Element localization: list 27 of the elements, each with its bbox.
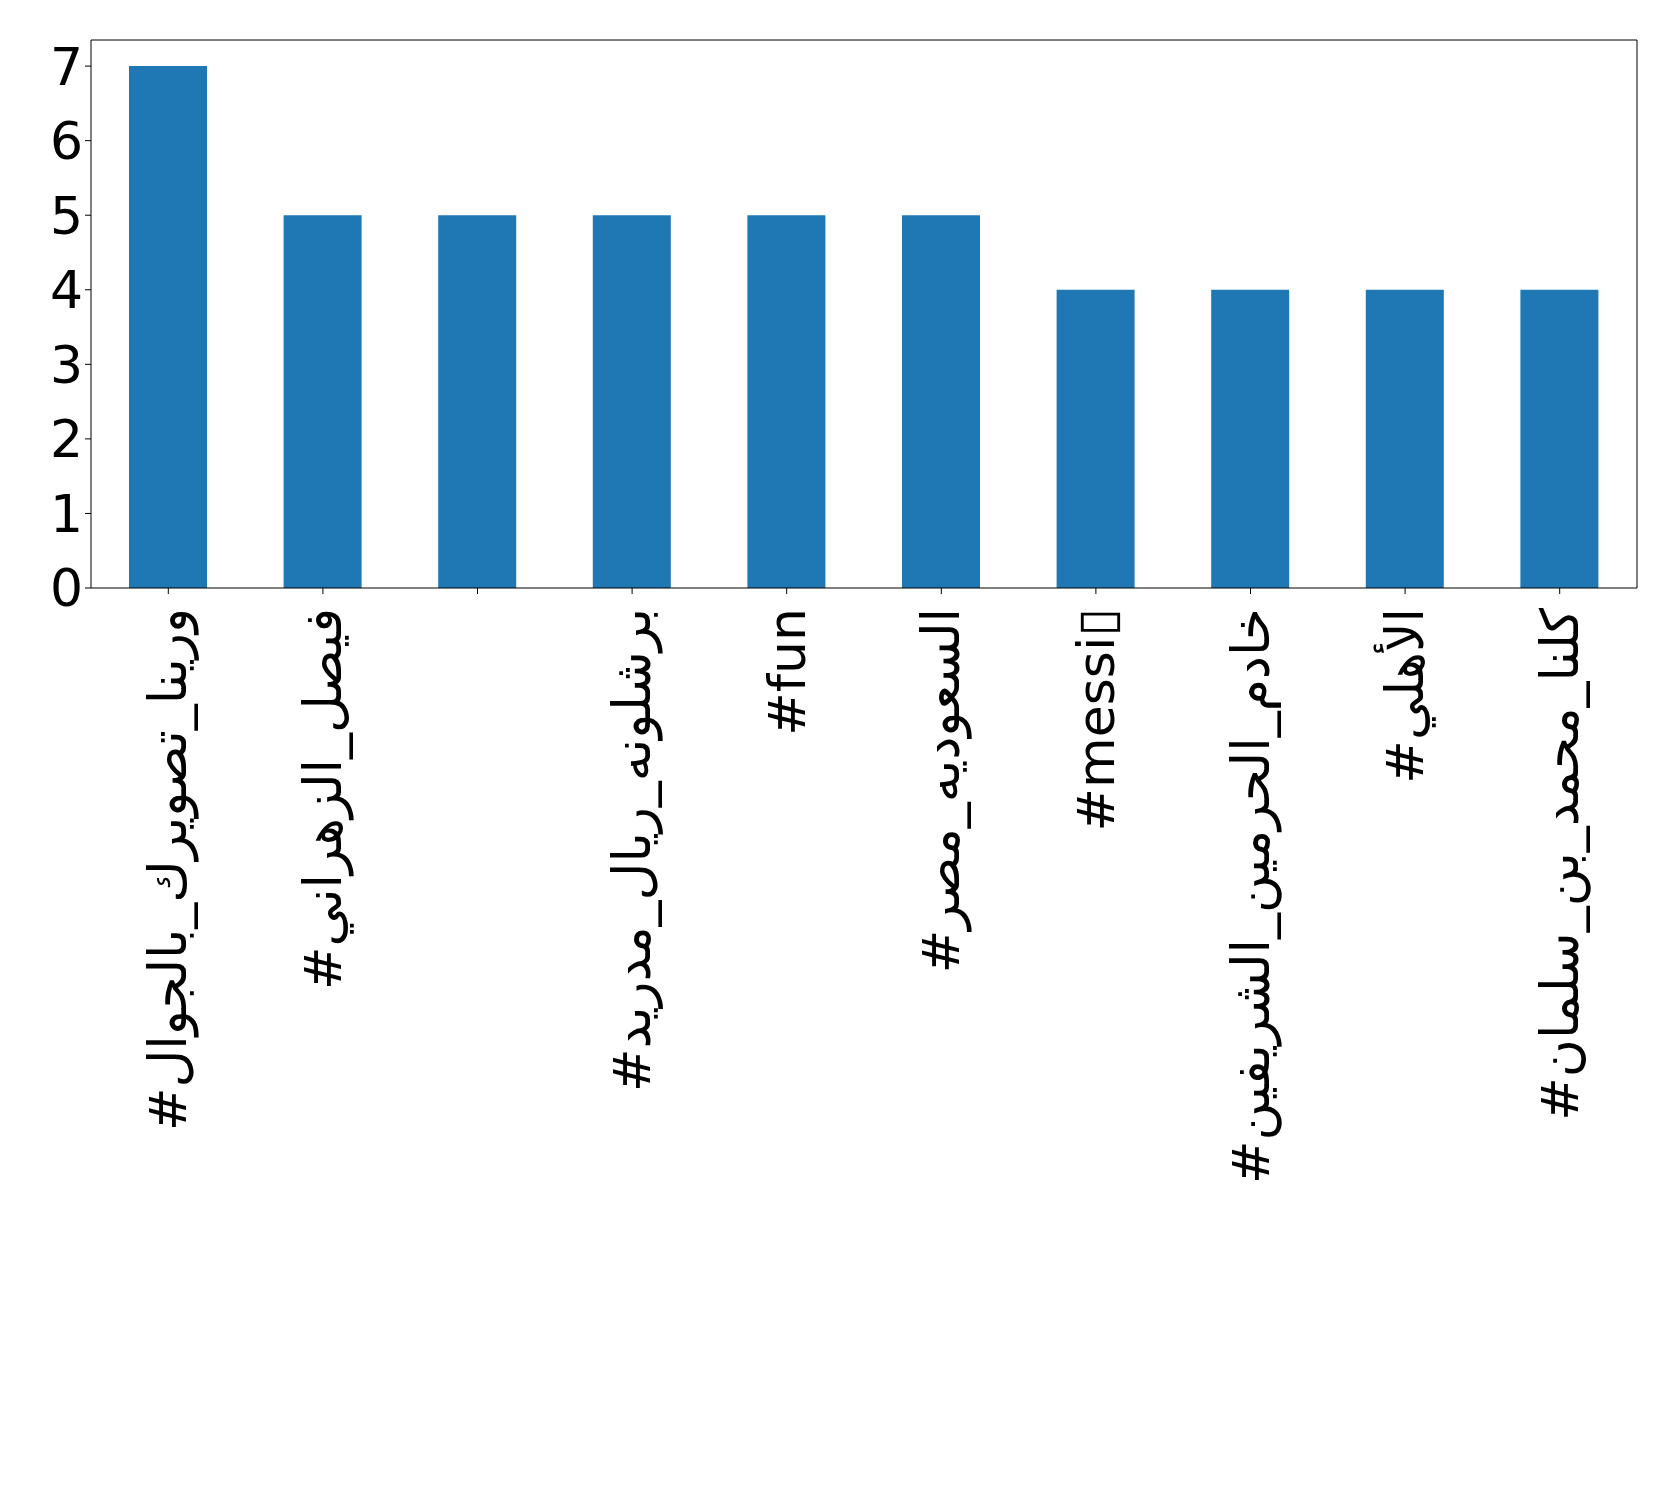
- y-tick-label: 1: [49, 483, 83, 544]
- bar: [1056, 289, 1135, 588]
- y-tick-label: 0: [49, 558, 83, 619]
- y-tick-label: 6: [49, 111, 83, 172]
- x-tick-label: #الأهلي: [1373, 608, 1437, 784]
- x-tick-label: #ورينا_تصويرك_بالجوال: [138, 608, 200, 1132]
- bar: [129, 66, 207, 588]
- bar: [747, 215, 826, 588]
- x-tick-label: #فيصل_الزهراني: [292, 608, 354, 990]
- bar: [438, 215, 517, 588]
- x-tick-label: #برشلونه_ريال_مدريد: [602, 608, 664, 1092]
- x-tick-label: #messi▯: [1065, 608, 1126, 832]
- x-tick-label: #خادم_الحرمين_الشريفين: [1220, 608, 1282, 1185]
- bar: [1211, 289, 1290, 588]
- x-tick-label: #كلنا_محمد_بن_سلمان: [1529, 607, 1591, 1121]
- x-tick-label: #fun: [756, 608, 817, 736]
- bar: [283, 215, 362, 588]
- y-tick-label: 2: [49, 409, 83, 470]
- bar: [1520, 289, 1599, 588]
- bar: [902, 215, 980, 588]
- bar: [1365, 289, 1444, 588]
- y-tick-label: 3: [49, 334, 83, 395]
- x-tick-label: #السعوديه_مصر: [911, 608, 973, 974]
- bar: [592, 215, 671, 588]
- y-tick-label: 5: [49, 185, 83, 246]
- y-tick-label: 7: [49, 36, 83, 97]
- y-tick-label: 4: [49, 260, 83, 321]
